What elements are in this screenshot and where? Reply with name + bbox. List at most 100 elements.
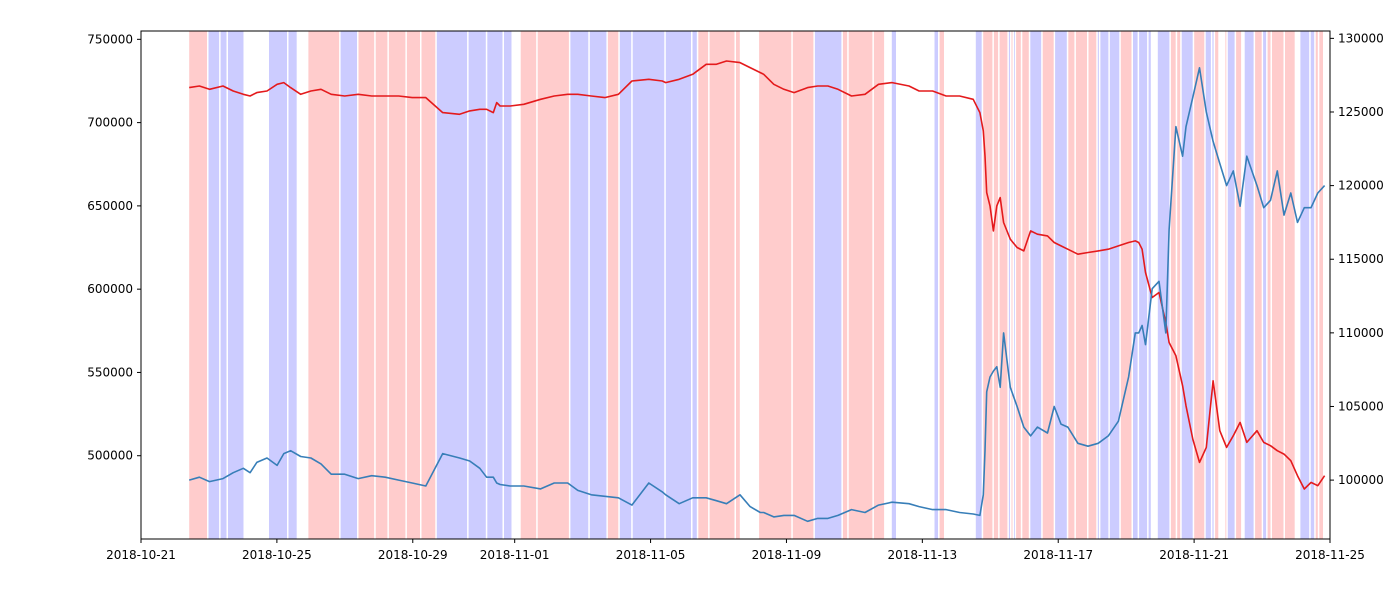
regime-band-59 (1148, 31, 1151, 539)
left-tick-label-1: 550000 (87, 365, 133, 379)
regime-band-66 (1212, 31, 1214, 539)
regime-band-49 (1055, 31, 1067, 539)
regime-band-63 (1181, 31, 1193, 539)
regime-band-74 (1267, 31, 1271, 539)
regime-band-77 (1300, 31, 1310, 539)
regime-band-69 (1227, 31, 1235, 539)
blue-series-line (188, 67, 1326, 523)
regime-band-9 (375, 31, 388, 539)
x-tick-label-3: 2018-11-01 (480, 548, 550, 562)
x-tick-label-8: 2018-11-21 (1159, 548, 1229, 562)
regime-band-19 (570, 31, 589, 539)
right-tick-label-4: 120000 (1338, 179, 1384, 193)
regime-band-58 (1139, 31, 1148, 539)
x-tick-label-2: 2018-10-29 (378, 548, 448, 562)
regime-band-12 (421, 31, 436, 539)
regime-band-7 (340, 31, 357, 539)
x-tick-label-6: 2018-11-13 (887, 548, 957, 562)
x-tick-label-7: 2018-11-17 (1023, 548, 1093, 562)
regime-band-48 (1042, 31, 1054, 539)
regime-band-43 (1011, 31, 1013, 539)
regime-band-56 (1120, 31, 1132, 539)
regime-band-71 (1244, 31, 1254, 539)
x-axis: 2018-10-21 2018-10-25 2018-10-29 2018-11-01… (106, 539, 1365, 562)
regime-band-42 (1008, 31, 1010, 539)
left-tick-label-0: 500000 (87, 449, 133, 463)
regime-band-54 (1100, 31, 1109, 539)
regime-band-39 (983, 31, 993, 539)
regime-band-34 (873, 31, 885, 539)
regime-band-10 (388, 31, 406, 539)
x-tick-label-4: 2018-11-05 (616, 548, 686, 562)
regime-band-76 (1285, 31, 1295, 539)
regime-band-38 (975, 31, 982, 539)
regime-band-13 (436, 31, 468, 539)
left-tick-label-4: 700000 (87, 116, 133, 130)
regime-band-50 (1068, 31, 1075, 539)
left-tick-label-2: 600000 (87, 282, 133, 296)
regime-band-29 (759, 31, 792, 539)
x-tick-label-9: 2018-11-25 (1295, 548, 1365, 562)
regime-band-8 (358, 31, 375, 539)
regime-band-25 (692, 31, 697, 539)
regime-band-80 (1319, 31, 1323, 539)
regime-band-20 (589, 31, 607, 539)
regime-band-27 (709, 31, 735, 539)
regime-band-72 (1255, 31, 1262, 539)
regime-band-67 (1215, 31, 1219, 539)
regime-band-36 (934, 31, 938, 539)
regime-band-31 (814, 31, 842, 539)
regime-band-46 (1022, 31, 1029, 539)
regime-band-55 (1109, 31, 1120, 539)
regime-band-37 (939, 31, 944, 539)
plot-frame (140, 30, 1331, 540)
regime-band-26 (698, 31, 709, 539)
series-lines (188, 60, 1326, 523)
regime-band-64 (1194, 31, 1205, 539)
regime-band-16 (504, 31, 512, 539)
regime-bands (189, 31, 1323, 539)
right-tick-label-0: 100000 (1338, 473, 1384, 487)
regime-band-53 (1097, 31, 1099, 539)
regime-band-79 (1315, 31, 1318, 539)
regime-band-65 (1205, 31, 1211, 539)
regime-band-17 (520, 31, 537, 539)
regime-band-18 (537, 31, 569, 539)
regime-band-14 (468, 31, 486, 539)
regime-band-23 (632, 31, 665, 539)
regime-band-2 (220, 31, 227, 539)
regime-band-21 (607, 31, 619, 539)
regime-band-22 (619, 31, 632, 539)
x-tick-label-5: 2018-11-09 (752, 548, 822, 562)
regime-band-11 (406, 31, 420, 539)
regime-band-5 (288, 31, 297, 539)
regime-band-33 (848, 31, 873, 539)
regime-band-68 (1225, 31, 1227, 539)
right-tick-label-6: 130000 (1338, 31, 1384, 45)
regime-band-73 (1263, 31, 1267, 539)
regime-band-61 (1170, 31, 1176, 539)
regime-band-75 (1272, 31, 1284, 539)
regime-band-45 (1016, 31, 1021, 539)
left-tick-label-5: 750000 (87, 32, 133, 46)
regime-band-44 (1014, 31, 1015, 539)
regime-band-70 (1236, 31, 1242, 539)
regime-band-32 (842, 31, 848, 539)
red-series-line (189, 60, 1326, 490)
regime-band-60 (1157, 31, 1170, 539)
regime-band-52 (1088, 31, 1097, 539)
regime-band-6 (308, 31, 340, 539)
x-tick-label-0: 2018-10-21 (106, 548, 176, 562)
regime-band-30 (792, 31, 814, 539)
regime-band-1 (208, 31, 220, 539)
right-tick-label-3: 115000 (1338, 252, 1384, 266)
left-tick-label-3: 650000 (87, 199, 133, 213)
right-y-axis: 100000 105000 110000 115000 120000 125000 1300… (1330, 31, 1384, 487)
regime-band-3 (228, 31, 244, 539)
regime-band-24 (665, 31, 691, 539)
x-tick-label-1: 2018-10-25 (242, 548, 312, 562)
regime-band-28 (736, 31, 740, 539)
regime-band-62 (1177, 31, 1181, 539)
regime-band-57 (1133, 31, 1138, 539)
